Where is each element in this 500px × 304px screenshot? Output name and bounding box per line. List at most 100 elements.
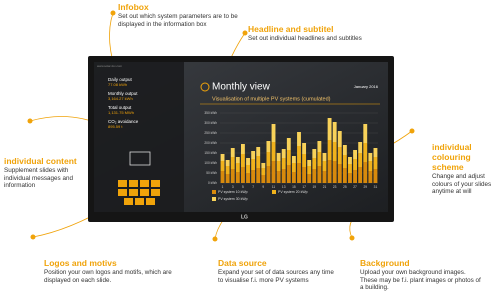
legend-swatch [212, 197, 216, 201]
bar [322, 153, 327, 161]
bar [286, 150, 291, 165]
chart: 0 kWh 50 kWh 100 kWh 150 kWh 200 kWh 250 kWh 3… [204, 111, 378, 201]
legend-label: PV system 20 kWp [278, 190, 308, 194]
bar [230, 148, 235, 157]
bar [286, 138, 291, 150]
bar [230, 157, 235, 169]
screen-title: Monthly view [212, 82, 271, 93]
bar [312, 149, 317, 158]
bar [251, 151, 256, 159]
bar [373, 169, 378, 183]
x-tick-label: 31 [374, 185, 378, 189]
x-tick-label: 21 [323, 185, 327, 189]
info-value: 895.59 t [108, 124, 123, 129]
bar [271, 124, 276, 142]
bar [317, 166, 322, 183]
callout: individual content Supplement slides with… [4, 156, 86, 190]
bar [363, 162, 368, 183]
callout: Background Upload your own background ima… [360, 258, 482, 292]
bar [225, 166, 230, 174]
callout: Infobox Set out which system parameters a… [118, 2, 248, 28]
bar [307, 160, 312, 166]
y-tick-label: 50 kWh [206, 171, 217, 175]
bar [291, 163, 296, 172]
bar [363, 143, 368, 162]
x-tick-label: 23 [333, 185, 337, 189]
callout-title: individual content [4, 156, 77, 166]
callout: individual colouring scheme Change and ad… [432, 142, 498, 196]
bar [353, 150, 358, 159]
bar [312, 158, 317, 169]
callout-dots [27, 10, 415, 242]
x-tick-label: 17 [302, 185, 306, 189]
bar [235, 172, 240, 183]
title-icon [200, 82, 210, 92]
legend-swatch [272, 190, 276, 194]
callout-text: Position your own logos and motifs, whic… [44, 269, 172, 284]
bar [271, 161, 276, 183]
info-value: 1,131.75 MWh [108, 110, 134, 115]
callout: Data source Expand your set of data sourc… [218, 258, 336, 284]
y-tick-label: 300 kWh [204, 121, 217, 125]
callout-title: individual colouring scheme [432, 142, 472, 172]
x-tick-label: 29 [363, 185, 367, 189]
y-tick-label: 150 kWh [204, 151, 217, 155]
bar [297, 163, 301, 183]
bar [266, 152, 271, 166]
footer: www.solar-fox.com [97, 64, 123, 68]
bar [307, 166, 312, 174]
bar [337, 131, 342, 147]
bar [291, 156, 296, 163]
bar [337, 147, 342, 164]
bar [327, 160, 332, 183]
callout-title: Headline and subtitel [248, 24, 334, 34]
bar [337, 164, 342, 183]
bar [235, 157, 240, 163]
bar [235, 163, 240, 172]
sidebar [94, 62, 184, 212]
bar [276, 153, 281, 161]
x-tick-label: 3 [232, 185, 234, 189]
bar [342, 168, 347, 183]
bar [271, 142, 276, 161]
bar [230, 169, 235, 183]
legend-swatch [212, 190, 216, 194]
bar [220, 161, 225, 171]
bar [261, 175, 266, 183]
info-value: 3,164.27 kWh [108, 96, 133, 101]
bar [261, 168, 266, 175]
bar [368, 171, 373, 183]
bar [363, 124, 368, 143]
bar [358, 142, 363, 153]
bar [286, 165, 291, 183]
bar [240, 144, 245, 154]
callout-text: Change and adjust colours of your slides… [432, 173, 492, 196]
logo-grid [118, 180, 160, 205]
bar [220, 171, 225, 183]
bar [246, 165, 250, 173]
callout: Logos and motivs Position your own logos … [44, 258, 184, 284]
y-tick-label: 100 kWh [204, 161, 217, 165]
bar [256, 156, 261, 168]
screen-date: January 2016 [354, 84, 379, 89]
bar [261, 163, 266, 168]
x-tick-label: 5 [242, 185, 244, 189]
legend-label: PV system 30 kWp [218, 197, 248, 201]
x-tick-label: 27 [353, 185, 357, 189]
callout-text: Set out individual headlines and subtitl… [248, 35, 362, 42]
bar [348, 173, 352, 183]
x-tick-label: 19 [313, 185, 317, 189]
x-tick-label: 9 [262, 185, 264, 189]
bar [373, 157, 378, 169]
bar [302, 154, 307, 167]
info-label: Monthly output [108, 91, 138, 96]
bar [225, 174, 230, 183]
callout: Headline and subtitel Set out individual … [248, 24, 398, 43]
bar [327, 140, 332, 160]
bar [246, 173, 250, 183]
callout-title: Background [360, 258, 410, 268]
bar [358, 167, 363, 183]
bar [348, 164, 352, 173]
